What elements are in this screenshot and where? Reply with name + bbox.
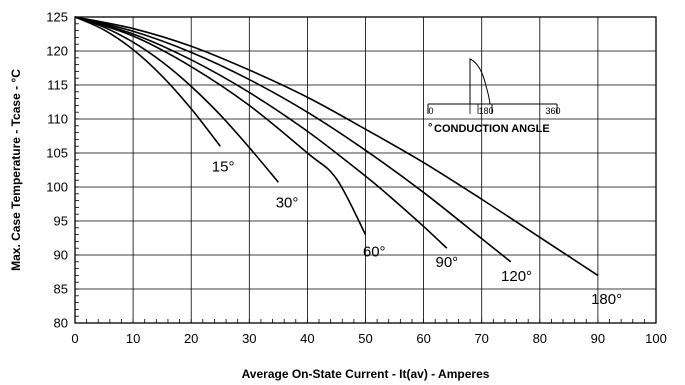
x-tick-label: 30: [242, 331, 256, 346]
curve-label: 180°: [591, 291, 622, 308]
y-tick-label: 115: [47, 78, 68, 93]
y-tick-label: 90: [54, 248, 68, 263]
series-line-60-deg: [74, 16, 367, 235]
series-line-120-deg: [74, 16, 512, 263]
y-axis-label: Max. Case Temperature - Tcase - °C: [9, 69, 23, 271]
y-tick-labels: 80 85 90 95 100 105 110 115 120 125: [46, 10, 68, 331]
series-line-30-deg: [74, 16, 279, 183]
x-tick-label: 0: [71, 331, 78, 346]
x-tick-label: 40: [300, 331, 314, 346]
series-line-90-deg: [74, 16, 448, 249]
x-tick-label: 100: [645, 331, 667, 346]
grid: [75, 17, 656, 323]
conduction-angle-inset: 0 180 360 ° CONDUCTION ANGLE: [427, 58, 561, 135]
plot-frame: [74, 16, 657, 324]
inset-degree-symbol: °: [428, 122, 432, 134]
curve-label: 30°: [276, 194, 299, 211]
inset-scale-label: 0: [428, 106, 433, 116]
y-tick-label: 105: [46, 146, 68, 161]
curve-labels: 15° 30° 60° 90° 120° 180°: [212, 158, 622, 308]
y-tick-label: 100: [46, 180, 68, 195]
y-tick-label: 80: [54, 316, 68, 331]
curve-label: 15°: [212, 158, 235, 175]
curve-label: 60°: [363, 243, 386, 260]
series-line-15-deg: [74, 16, 221, 147]
inset-scale-label: 180: [478, 106, 493, 116]
x-tick-label: 50: [358, 331, 372, 346]
y-tick-label: 110: [47, 112, 68, 127]
inset-title: CONDUCTION ANGLE: [434, 123, 550, 135]
x-tick-label: 60: [416, 331, 430, 346]
curves: [74, 16, 599, 277]
x-tick-label: 70: [474, 331, 488, 346]
y-tick-label: 125: [46, 10, 68, 25]
inset-waveform: [469, 58, 491, 105]
x-tick-label: 10: [126, 331, 140, 346]
x-tick-label: 90: [591, 331, 605, 346]
inset-scale-label: 360: [545, 106, 560, 116]
y-tick-label: 95: [54, 214, 68, 229]
series-line-180-deg: [74, 16, 599, 277]
x-tick-label: 80: [533, 331, 547, 346]
minor-ticks: [74, 16, 657, 324]
y-tick-label: 85: [54, 282, 68, 297]
y-tick-label: 120: [46, 44, 68, 59]
curve-label: 120°: [501, 268, 532, 285]
curve-label: 90°: [435, 254, 458, 271]
x-tick-label: 20: [184, 331, 198, 346]
x-tick-labels: 0 10 20 30 40 50 60 70 80 90 100: [71, 331, 666, 346]
x-axis-label: Average On-State Current - It(av) - Ampe…: [242, 367, 490, 381]
